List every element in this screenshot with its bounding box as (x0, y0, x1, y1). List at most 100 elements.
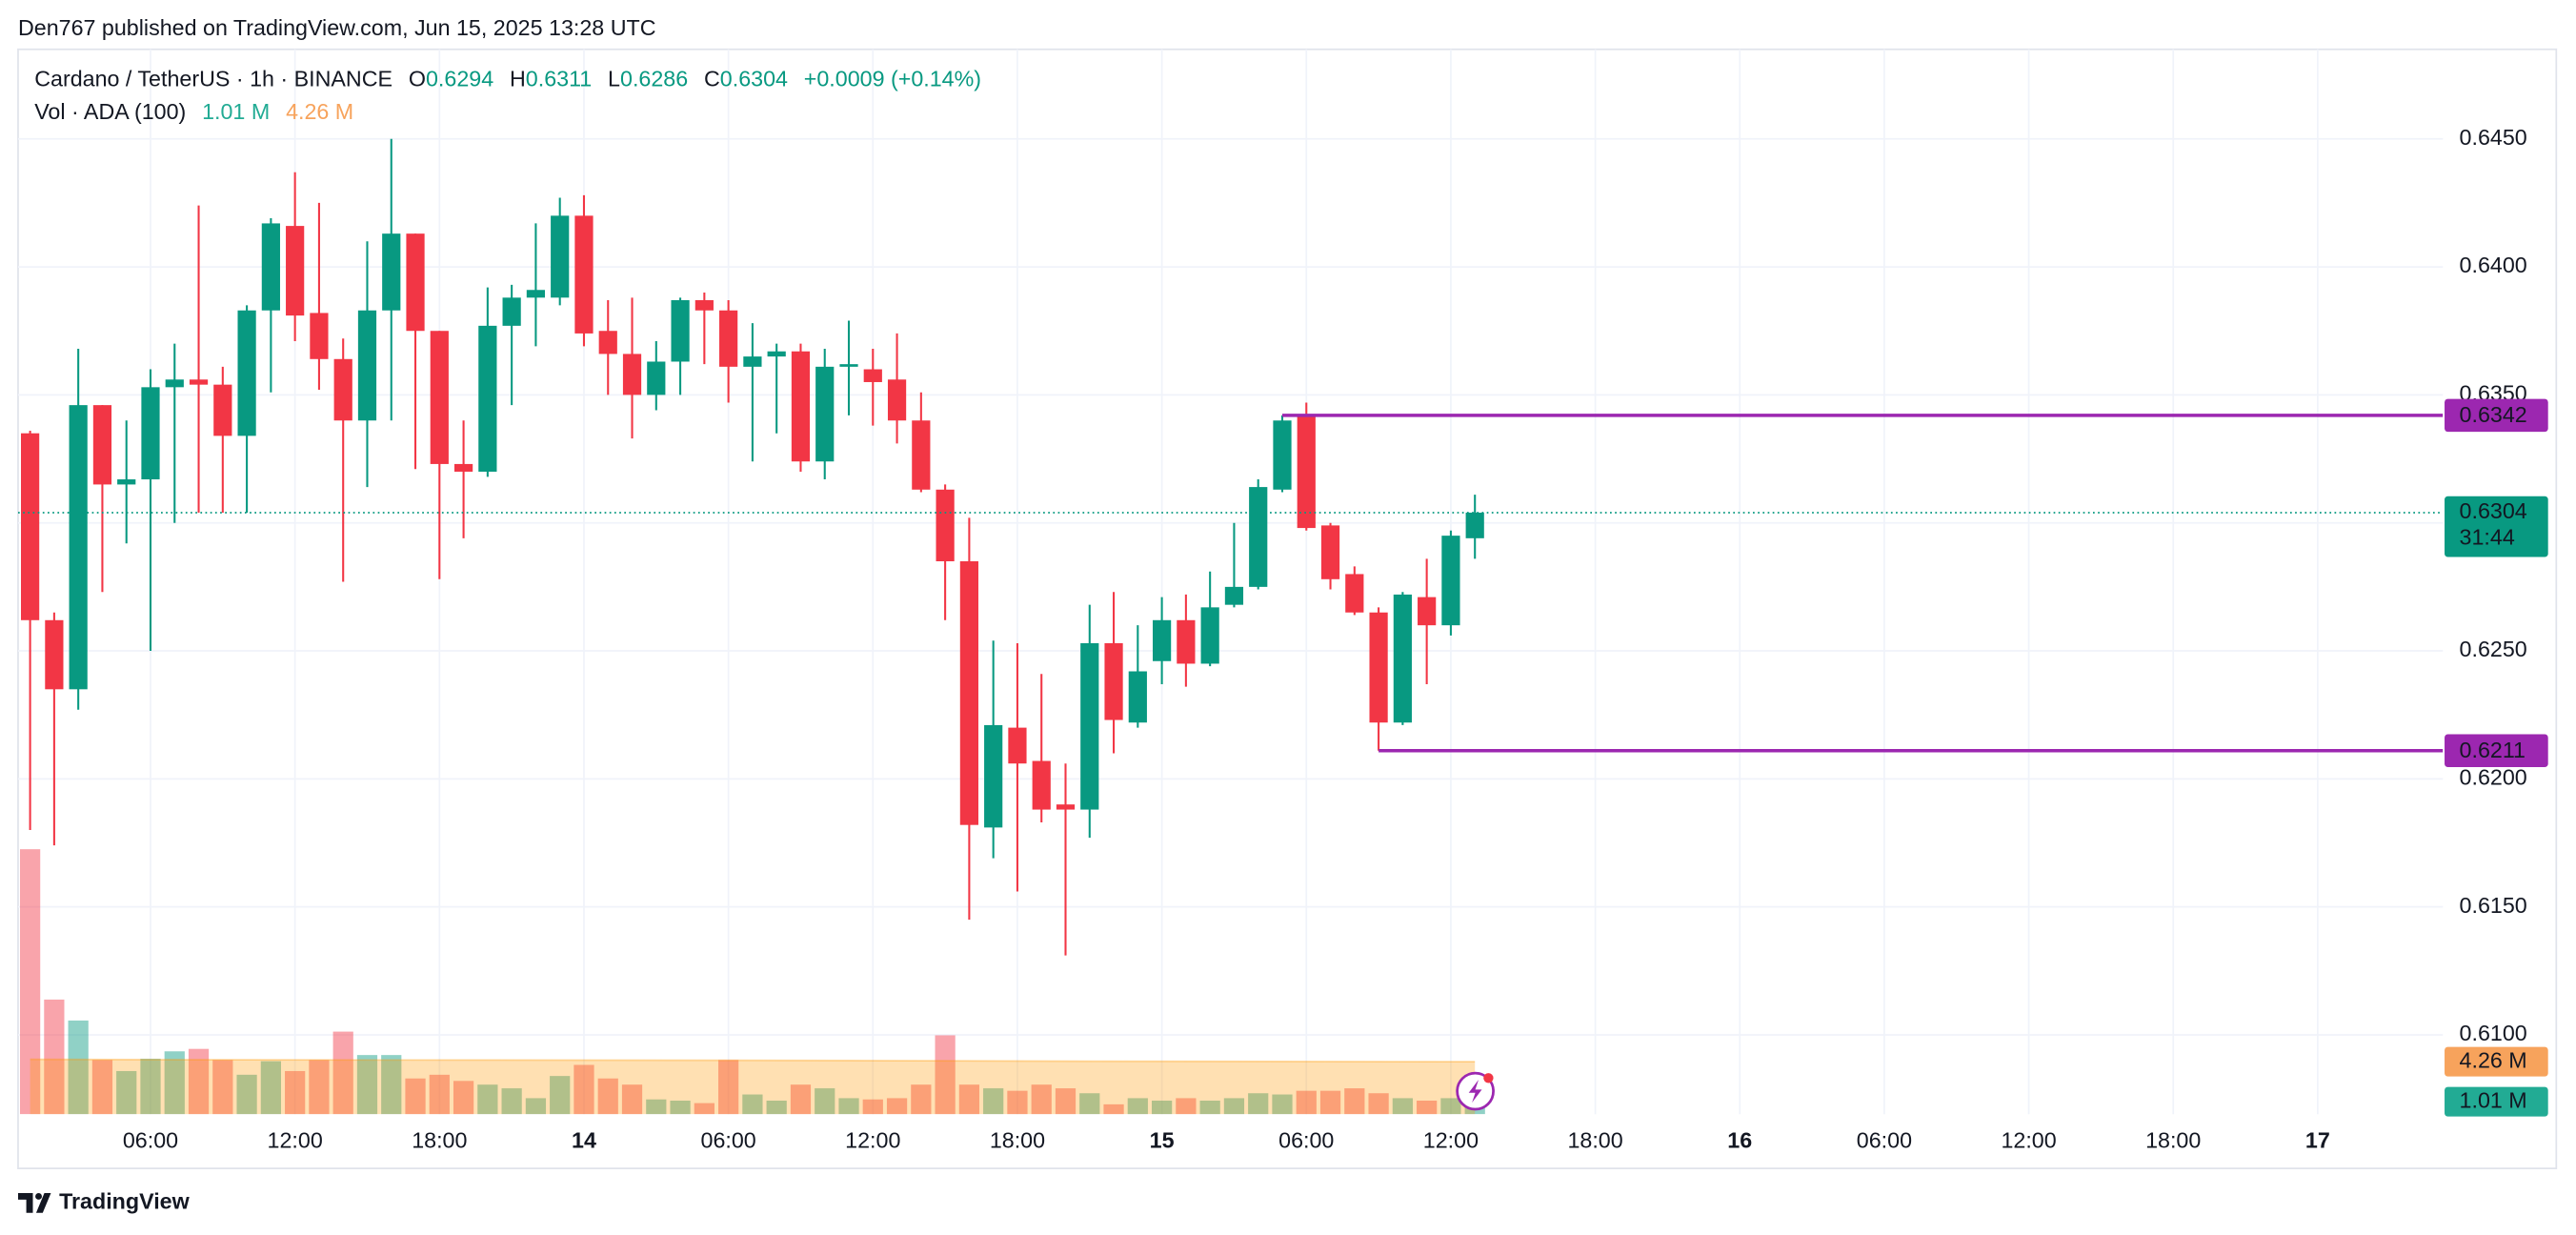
volume-bar (260, 1061, 281, 1115)
x-tick-label: 18:00 (2145, 1128, 2201, 1153)
x-tick-label: 17 (2305, 1128, 2330, 1153)
volume-bar (19, 849, 41, 1115)
candle-body (767, 351, 786, 357)
volume-bar (1055, 1088, 1077, 1115)
volume-bar (68, 1020, 89, 1115)
candle-body (912, 420, 931, 490)
alert-icon (1456, 1071, 1495, 1111)
volume-bar (116, 1070, 137, 1115)
price-tag (2445, 734, 2548, 768)
volume-bar (766, 1101, 787, 1115)
volume-last: 1.01 M (202, 99, 270, 124)
candle-body (213, 384, 232, 436)
x-tick-label: 18:00 (1567, 1128, 1622, 1153)
candle-body (863, 369, 882, 382)
volume-bar (381, 1055, 402, 1115)
price-tag-label: 0.6211 (2460, 738, 2526, 762)
ohlc-letter: O (409, 67, 426, 91)
candle-body (743, 356, 762, 367)
volume-bar (285, 1070, 306, 1115)
candle-body (261, 223, 280, 311)
volume-bar (838, 1098, 859, 1115)
volume-bar (790, 1084, 812, 1115)
volume-bar (1151, 1101, 1173, 1115)
volume-bar (815, 1088, 835, 1115)
x-tick-label: 06:00 (701, 1128, 756, 1153)
candle-body (791, 351, 811, 462)
candle-body (141, 387, 160, 480)
candle-body (1393, 594, 1412, 723)
volume-bar (718, 1060, 739, 1115)
candle-body (1128, 671, 1147, 723)
volume-bar (1248, 1093, 1269, 1115)
candle-body (453, 463, 473, 472)
candle-body (117, 479, 136, 485)
countdown: 31:44 (2460, 525, 2515, 550)
y-tick-label: 0.6150 (2460, 893, 2527, 918)
volume-bar (597, 1078, 618, 1115)
candle-body (1273, 420, 1292, 490)
candle-body (647, 361, 666, 395)
candle-body (357, 310, 377, 421)
candle-body (1418, 597, 1437, 626)
volume-ma-tag (2445, 1046, 2548, 1077)
candle-body (430, 331, 449, 464)
candle-body (1056, 804, 1076, 810)
candle-body (984, 724, 1003, 828)
volume-bar (140, 1059, 161, 1115)
plot-area (17, 138, 2444, 1115)
volume-bar (550, 1076, 571, 1115)
ohlc-letter: L (608, 67, 620, 91)
candle-body (92, 405, 112, 485)
x-tick-label: 06:00 (123, 1128, 178, 1153)
candle-body (189, 379, 209, 385)
candle-body (1104, 642, 1123, 720)
candle-body (1249, 487, 1268, 587)
x-tick-label: 18:00 (990, 1128, 1045, 1153)
candle-body (1465, 512, 1484, 538)
volume-bar (983, 1088, 1004, 1115)
y-tick-label: 0.6450 (2460, 125, 2527, 150)
volume-bar (477, 1084, 498, 1115)
volume-bar (356, 1055, 378, 1115)
volume-bar (188, 1048, 210, 1115)
volume-ma-line (30, 1058, 1476, 1063)
x-tick-label: 06:00 (1857, 1128, 1912, 1153)
last-price-tag (2445, 496, 2548, 557)
volume-bar (1079, 1093, 1100, 1115)
candle-body (551, 215, 570, 298)
volume-bar (911, 1084, 932, 1115)
ohlc-value: 0.6294 (426, 67, 493, 91)
volume-bar (212, 1060, 233, 1115)
symbol: Cardano / TetherUS · 1h · BINANCE (34, 67, 392, 91)
volume-bar (429, 1074, 450, 1115)
volume-tag (2445, 1086, 2548, 1117)
volume-bar (670, 1101, 691, 1115)
ohlc-letter: C (704, 67, 720, 91)
candle-body (1200, 607, 1219, 664)
candle-body (574, 215, 594, 334)
candle-body (959, 561, 978, 825)
volume-bar (1272, 1094, 1293, 1115)
candle-body (1032, 760, 1051, 810)
volume-ma: 4.26 M (286, 99, 353, 124)
candle-body (1369, 612, 1388, 723)
published-note: Den767 published on TradingView.com, Jun… (18, 15, 656, 40)
volume-bar (405, 1078, 426, 1115)
x-tick-label: 06:00 (1278, 1128, 1334, 1153)
x-tick-label: 12:00 (268, 1128, 323, 1153)
volume-bar (236, 1074, 257, 1115)
candle-body (1152, 619, 1172, 661)
candle-body (382, 233, 401, 311)
candle-body (69, 405, 88, 690)
candle-body (1008, 727, 1027, 764)
x-tick-label: 18:00 (412, 1128, 467, 1153)
volume-bar (525, 1098, 547, 1115)
volume-bar (742, 1094, 763, 1115)
candle-body (406, 233, 425, 332)
volume-bar (1296, 1090, 1317, 1115)
volume-bar (1319, 1090, 1341, 1115)
volume-bar (621, 1084, 643, 1115)
